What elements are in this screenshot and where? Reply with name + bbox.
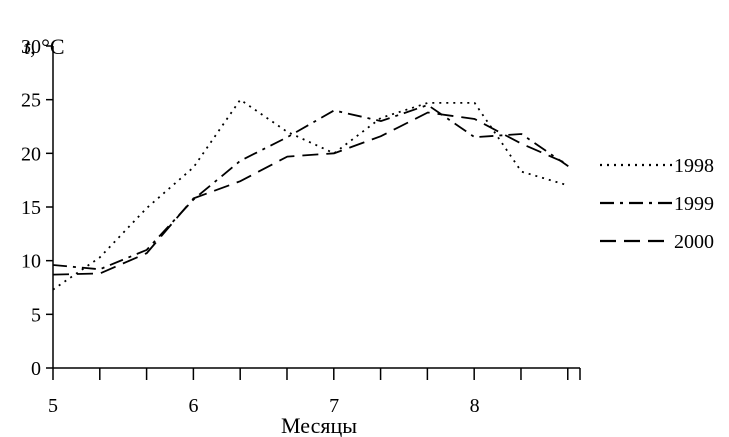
y-tick-label: 0 — [31, 358, 41, 380]
x-tick-label: 6 — [189, 395, 199, 417]
y-tick-label: 25 — [21, 90, 41, 112]
x-tick-label: 7 — [329, 395, 339, 417]
y-tick-label: 10 — [21, 251, 41, 273]
series-line-1998 — [52, 98, 569, 291]
x-tick-label: 5 — [48, 395, 58, 417]
y-tick-label: 5 — [31, 304, 41, 326]
series-line-2000 — [52, 111, 569, 276]
y-axis-unit: , °C — [30, 34, 64, 59]
legend-label: 1998 — [674, 155, 714, 177]
y-axis-label: t, °C — [24, 34, 65, 59]
y-tick-label: 20 — [21, 143, 41, 165]
y-tick-label: 15 — [21, 197, 41, 219]
x-axis-label: Месяцы — [281, 413, 357, 437]
legend: 1998 1999 2000 — [600, 155, 714, 253]
y-tick-label: 30 — [21, 36, 41, 58]
series-layer — [52, 98, 569, 291]
y-axis-variable: t — [24, 34, 31, 59]
legend-label: 1999 — [674, 193, 714, 215]
legend-label: 2000 — [674, 231, 714, 253]
x-tick-label: 8 — [470, 395, 480, 417]
series-line-1999 — [52, 104, 569, 271]
